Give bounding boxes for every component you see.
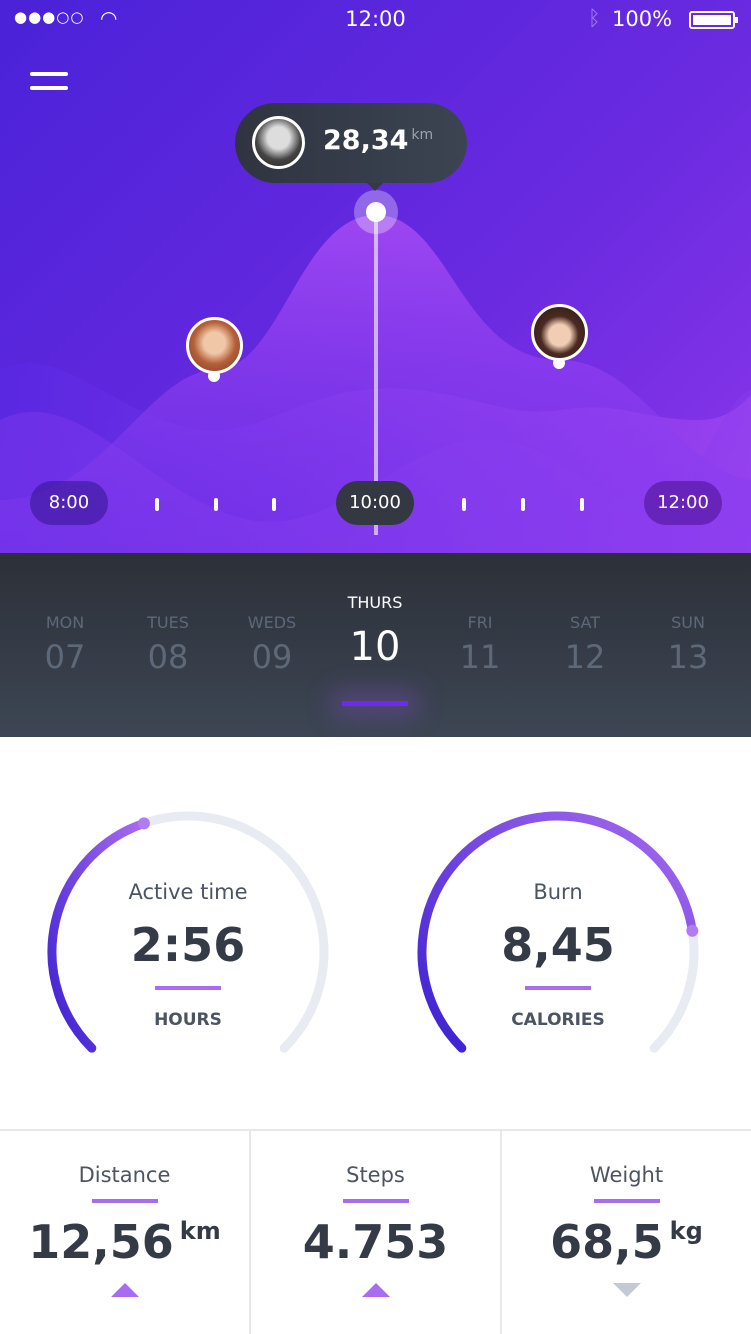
gauges (47, 811, 699, 1053)
stat-label: Steps (346, 1163, 405, 1187)
gauge-unit: CALORIES (511, 1010, 605, 1030)
stat-unit: kg (669, 1217, 703, 1245)
clock: 12:00 (345, 7, 406, 31)
wifi-icon: ◠ (100, 6, 118, 30)
wave-front (0, 390, 751, 553)
day-mon[interactable]: MON 07 (44, 613, 86, 676)
battery-icon (689, 11, 738, 29)
gauge-progress (47, 818, 149, 1053)
stat-divider (91, 1199, 158, 1203)
avatar[interactable] (252, 116, 305, 169)
timeline-tick (521, 498, 525, 511)
burn-gauge: Burn 8,45 CALORIES (448, 880, 668, 1030)
day-picker: MON 07 TUES 08 WEDS 09 THURS 10 FRI 11 SAT 12 … (0, 553, 751, 737)
gauge-divider (525, 986, 591, 990)
active-time-gauge: Active time 2:56 HOURS (78, 880, 298, 1030)
activity-chart-panel: ●●●○○ ◠ 12:00 ᛒ 100% 28,34 km 8:00 10:00… (0, 0, 751, 553)
status-bar: ●●●○○ ◠ 12:00 ᛒ 100% (0, 0, 751, 40)
tooltip-unit: km (411, 127, 434, 143)
timeline-tick (462, 498, 466, 511)
stat-value: 4.753 (302, 1215, 449, 1269)
gauge-value: 2:56 (130, 918, 246, 972)
stat-unit: km (179, 1217, 221, 1245)
avatar[interactable] (186, 317, 243, 374)
stat-divider (593, 1199, 660, 1203)
trend-up-icon (110, 1283, 139, 1297)
trend-up-icon (361, 1283, 390, 1297)
selected-day-indicator (342, 701, 408, 706)
hamburger-menu-icon[interactable] (30, 72, 68, 92)
cursor-dot[interactable] (366, 202, 386, 222)
gauge-label: Active time (128, 880, 248, 904)
day-thurs-selected[interactable]: THURS 10 (347, 593, 403, 670)
stat-weight[interactable]: Weight 68,5 kg (502, 1131, 751, 1334)
gauge-unit: HOURS (154, 1010, 222, 1030)
day-weds[interactable]: WEDS 09 (247, 613, 297, 676)
stats-row: Distance 12,56 km Steps 4.753 Weight 68,5… (0, 1129, 751, 1334)
stat-label: Distance (78, 1163, 171, 1187)
stat-steps[interactable]: Steps 4.753 (251, 1131, 502, 1334)
battery-percent: 100% (612, 7, 673, 31)
timeline-tick (214, 498, 218, 511)
bluetooth-icon: ᛒ (588, 6, 601, 30)
stat-label: Weight (589, 1163, 664, 1187)
day-tues[interactable]: TUES 08 (147, 613, 189, 676)
timeline-tick (155, 498, 159, 511)
gauge-progress (417, 811, 697, 1053)
timeline-tick (580, 498, 584, 511)
activity-waves (0, 190, 751, 553)
timeline-tick (272, 498, 276, 511)
gauge-end-dot (137, 817, 150, 830)
time-8-00[interactable]: 8:00 (30, 481, 108, 525)
gauge-divider (155, 986, 221, 990)
avatar[interactable] (531, 304, 588, 361)
stat-distance[interactable]: Distance 12,56 km (0, 1131, 251, 1334)
time-10-00-selected[interactable]: 10:00 (336, 481, 414, 525)
gauge-end-dot (686, 924, 699, 937)
gauge-label: Burn (533, 880, 583, 904)
trend-down-icon (612, 1283, 641, 1297)
time-12-00[interactable]: 12:00 (644, 481, 722, 525)
day-sat[interactable]: SAT 12 (564, 613, 606, 676)
tooltip-value: 28,34 (323, 125, 409, 156)
stat-value: 68,5 (550, 1215, 664, 1269)
stat-value: 12,56 (28, 1215, 174, 1269)
stat-divider (342, 1199, 409, 1203)
day-fri[interactable]: FRI 11 (459, 613, 501, 676)
distance-tooltip: 28,34 km (235, 103, 467, 191)
gauge-value: 8,45 (501, 918, 615, 972)
day-sun[interactable]: SUN 13 (667, 613, 709, 676)
signal-icon: ●●●○○ (14, 8, 85, 26)
